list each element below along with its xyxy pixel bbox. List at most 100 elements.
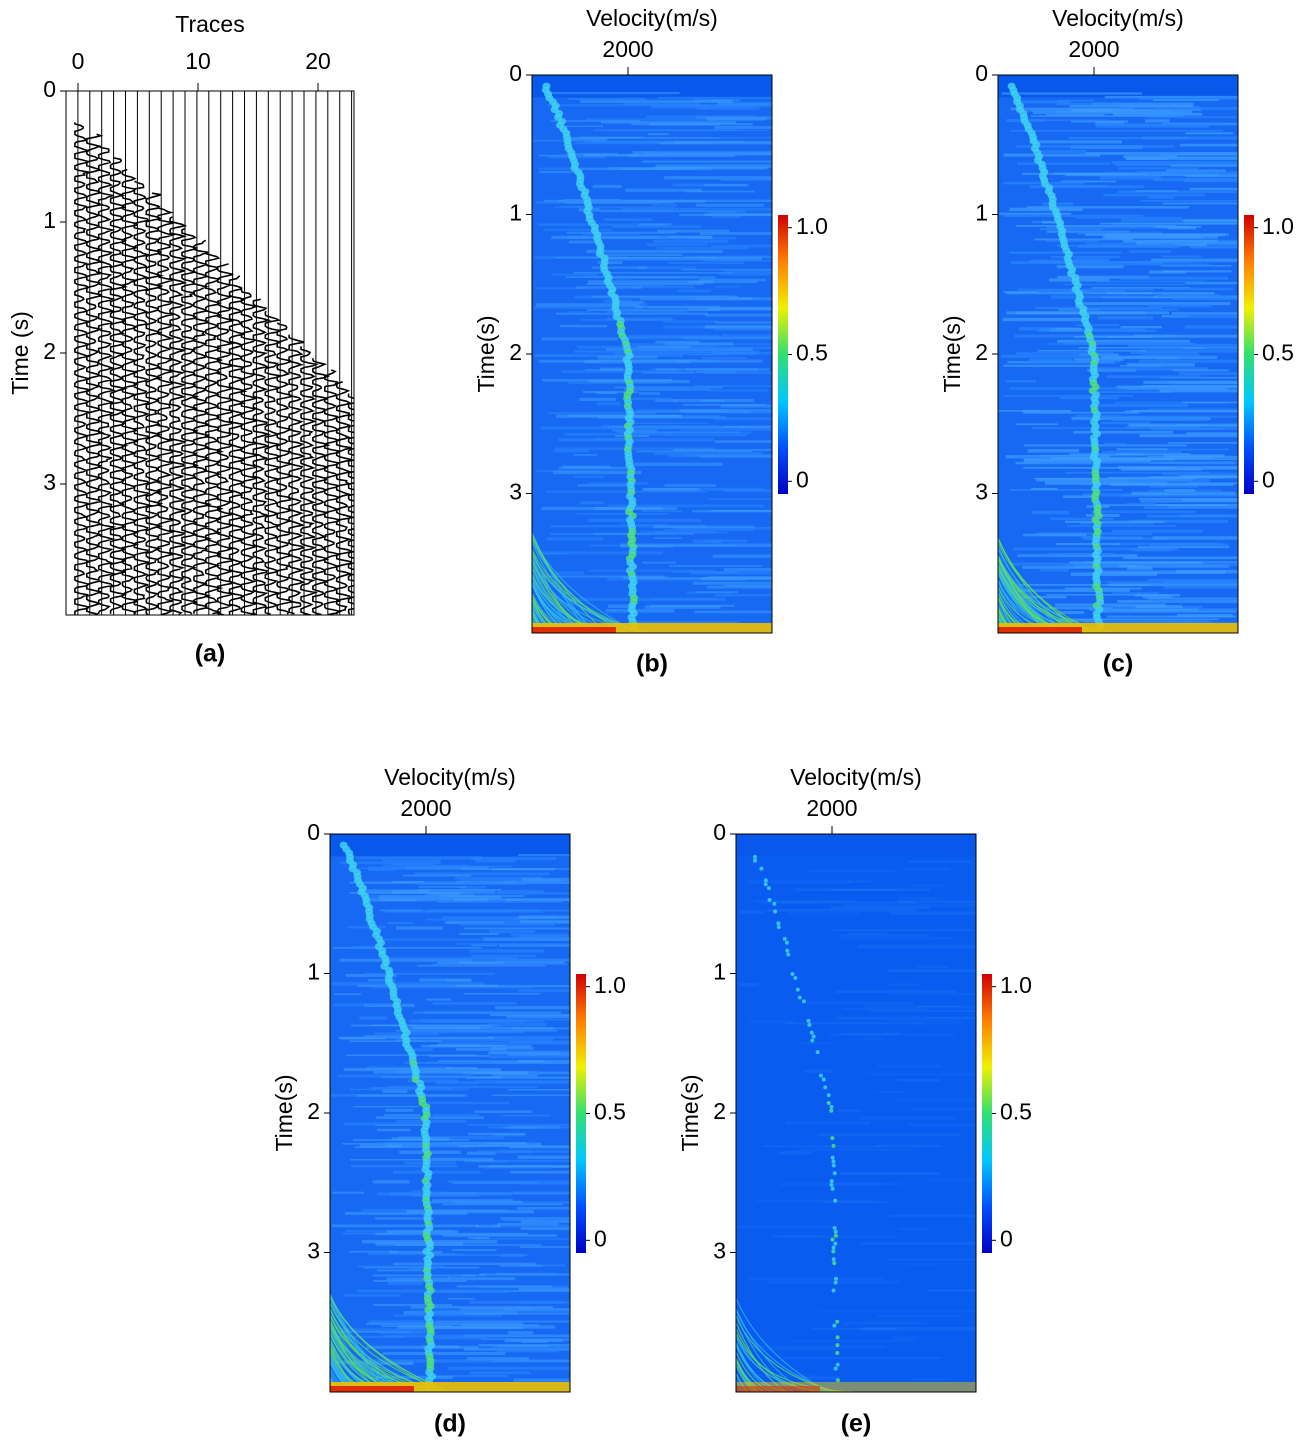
- heatmap-streak: [1028, 358, 1073, 362]
- heatmap-streak: [398, 1136, 505, 1140]
- heatmap-streak: [714, 125, 772, 129]
- heatmap-streak: [1045, 240, 1099, 243]
- velocity-trend: [818, 1073, 823, 1078]
- heatmap-streak: [564, 432, 672, 436]
- heatmap-streak: [490, 1047, 534, 1050]
- heatmap-streak: [847, 880, 872, 883]
- heatmap-streak: [1100, 355, 1218, 360]
- heatmap-streak: [628, 410, 751, 413]
- heatmap-streak: [396, 1029, 558, 1032]
- heatmap-streak: [722, 270, 772, 273]
- heatmap-streak: [438, 1060, 545, 1063]
- heatmap-streak: [1138, 498, 1238, 501]
- bottom-band-hot: [330, 1386, 414, 1392]
- heatmap-streak: [473, 1110, 533, 1113]
- heatmap-streak: [458, 961, 565, 964]
- heatmap-streak: [1186, 432, 1238, 435]
- heatmap-streak: [469, 949, 545, 953]
- heatmap-streak: [713, 351, 772, 355]
- heatmap-streak: [917, 965, 949, 968]
- heatmap-streak: [704, 370, 772, 375]
- heatmap-streak: [1003, 291, 1039, 293]
- heatmap-streak: [1101, 450, 1182, 453]
- heatmap-streak: [1082, 493, 1170, 497]
- heatmap-streak: [583, 360, 691, 364]
- heatmap-streak: [808, 869, 895, 873]
- x-tick-label: 2000: [602, 36, 653, 62]
- heatmap-streak: [580, 99, 733, 104]
- velocity-trend: [809, 1030, 814, 1035]
- heatmap-streak: [510, 933, 568, 937]
- heatmap-streak: [812, 1327, 898, 1330]
- heatmap-top-band: [736, 834, 976, 857]
- bottom-band: [998, 623, 1238, 633]
- heatmap-streak: [1122, 239, 1218, 243]
- x-tick-label: 20: [305, 48, 331, 74]
- heatmap-streak: [492, 1224, 570, 1228]
- velocity-trend: [759, 866, 764, 871]
- heatmap-streak: [541, 337, 618, 341]
- heatmap-streak: [1102, 236, 1203, 239]
- bottom-band: [532, 623, 772, 633]
- heatmap-streak: [372, 1180, 410, 1184]
- trace-wiggle: [97, 145, 117, 614]
- heatmap-streak: [332, 982, 485, 986]
- heatmap-streak: [653, 239, 729, 244]
- y-tick-label: 0: [43, 76, 56, 102]
- heatmap-streak: [842, 1033, 900, 1035]
- heatmap-streak: [412, 1011, 487, 1015]
- heatmap-streak: [721, 334, 772, 337]
- heatmap-streak: [1143, 506, 1238, 510]
- heatmap-streak: [352, 1105, 420, 1108]
- heatmap-streak: [1058, 308, 1178, 311]
- heatmap-streak: [624, 388, 711, 391]
- low-velocity-fan: [736, 1364, 843, 1392]
- heatmap-streak: [558, 438, 714, 442]
- heatmap-streak: [492, 1074, 538, 1077]
- velocity-trend: [832, 1323, 837, 1328]
- heatmap-streak: [640, 463, 720, 466]
- bottom-band: [330, 1382, 570, 1392]
- low-velocity-fan: [998, 608, 1085, 633]
- heatmap-streak: [663, 529, 755, 531]
- heatmap-streak: [708, 307, 772, 311]
- heatmap-streak: [1148, 578, 1238, 582]
- low-velocity-fan: [736, 1358, 793, 1392]
- colorbar-tick-label: 0.5: [1262, 340, 1294, 366]
- heatmap-streak: [1069, 561, 1204, 564]
- heatmap-streak: [437, 900, 563, 904]
- colorbar-tick-label: 0: [796, 466, 809, 492]
- velocity-trend: [831, 1288, 836, 1293]
- heatmap-streak: [536, 575, 665, 578]
- heatmap-streak: [1183, 219, 1238, 223]
- heatmap-streak: [1140, 260, 1232, 263]
- heatmap-streak: [736, 1225, 835, 1228]
- heatmap-streak: [367, 979, 396, 982]
- colorbar: [576, 974, 586, 1253]
- heatmap-streak: [349, 1250, 399, 1253]
- heatmap-streak: [806, 1001, 915, 1005]
- heatmap-streak: [1147, 597, 1238, 600]
- heatmap-streak: [778, 1151, 813, 1155]
- heatmap-streak: [1018, 288, 1154, 291]
- heatmap-streak: [1005, 455, 1110, 459]
- heatmap-streak: [347, 926, 387, 929]
- heatmap-streak: [537, 167, 621, 170]
- heatmap-streak: [798, 1148, 914, 1151]
- heatmap-streak: [468, 1123, 570, 1126]
- heatmap-streak: [886, 1020, 960, 1022]
- heatmap-streak: [1083, 537, 1167, 540]
- heatmap-streak: [586, 283, 704, 286]
- heatmap-streak: [373, 1359, 523, 1363]
- heatmap-streak: [1159, 389, 1238, 393]
- heatmap-streak: [513, 1378, 570, 1382]
- heatmap-streak: [562, 465, 611, 468]
- heatmap-streak: [712, 554, 772, 558]
- heatmap-streak: [707, 346, 772, 350]
- heatmap-streak: [1010, 107, 1134, 111]
- heatmap-streak: [1189, 187, 1238, 191]
- panel-caption: (d): [434, 1410, 466, 1438]
- low-velocity-fan: [998, 603, 1101, 633]
- heatmap-streak: [908, 1123, 976, 1127]
- heatmap-streak: [842, 1007, 926, 1011]
